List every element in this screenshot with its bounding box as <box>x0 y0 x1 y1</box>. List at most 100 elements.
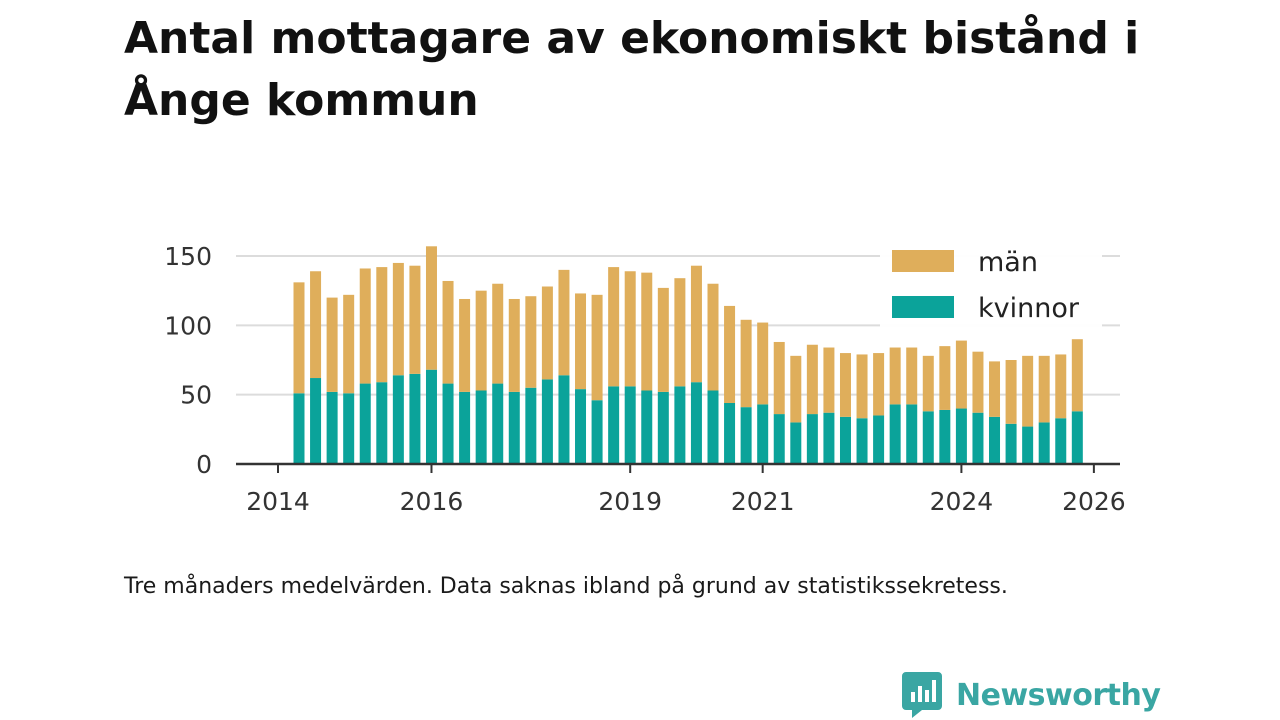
bar-man <box>293 282 305 394</box>
bar-kvinnor <box>409 373 421 464</box>
bar-man <box>740 319 752 408</box>
bar-kvinnor <box>392 375 404 464</box>
bar-kvinnor <box>442 383 454 464</box>
bars <box>293 246 1083 464</box>
bar-man <box>856 354 868 419</box>
bar-man <box>425 246 437 370</box>
y-tick-label: 150 <box>164 242 212 271</box>
bar-man <box>359 268 371 384</box>
legend-swatch-kvinnor <box>892 296 954 318</box>
bar-man <box>922 355 934 412</box>
legend-label-man: män <box>978 247 1038 278</box>
bar-man <box>906 347 918 405</box>
bar-man <box>558 269 570 376</box>
bar-kvinnor <box>575 389 587 464</box>
bar-man <box>343 294 355 394</box>
bar-man <box>459 298 471 392</box>
bar-man <box>757 322 769 405</box>
bar-man <box>690 265 702 383</box>
bar-man <box>972 351 984 413</box>
bar-man <box>310 271 322 379</box>
bar-man <box>674 278 686 387</box>
y-tick-label: 50 <box>180 381 212 410</box>
bar-man <box>955 340 967 409</box>
legend: män kvinnor <box>880 238 1102 330</box>
bar-kvinnor <box>1022 426 1034 464</box>
bar-man <box>508 298 520 392</box>
bar-kvinnor <box>839 416 851 464</box>
bar-man <box>1005 360 1017 424</box>
bar-kvinnor <box>608 386 620 464</box>
bar-man <box>326 297 338 392</box>
bar-kvinnor <box>873 415 885 464</box>
bar-man <box>624 271 636 387</box>
bar-man <box>409 265 421 374</box>
bar-kvinnor <box>541 379 553 464</box>
bar-kvinnor <box>773 414 785 464</box>
axes: 0 50 100 150 2014 2016 2019 2021 2024 2026 <box>164 242 1125 516</box>
bar-man <box>1071 339 1083 412</box>
bar-kvinnor <box>525 387 537 464</box>
brand-name: Newsworthy <box>956 677 1161 713</box>
bar-man <box>657 287 669 392</box>
bar-man <box>1038 355 1050 423</box>
legend-swatch-man <box>892 250 954 272</box>
y-tick-label: 100 <box>164 311 212 340</box>
bar-kvinnor <box>806 414 818 464</box>
legend-label-kvinnor: kvinnor <box>978 293 1080 324</box>
bar-kvinnor <box>724 402 736 464</box>
bar-kvinnor <box>740 407 752 464</box>
bar-kvinnor <box>906 404 918 464</box>
bar-kvinnor <box>1038 422 1050 464</box>
bar-kvinnor <box>475 390 487 464</box>
bar-kvinnor <box>624 386 636 464</box>
bar-kvinnor <box>757 404 769 464</box>
bar-kvinnor <box>359 383 371 464</box>
bar-man <box>1022 355 1034 427</box>
bar-kvinnor <box>459 391 471 464</box>
bar-man <box>376 267 388 383</box>
bar-kvinnor <box>790 422 802 464</box>
chart-caption: Tre månaders medelvärden. Data saknas ib… <box>124 574 1008 599</box>
y-tick-label: 0 <box>196 450 212 479</box>
bar-man <box>442 280 454 384</box>
bar-man <box>575 293 587 390</box>
x-tick-label: 2026 <box>1062 487 1126 516</box>
bar-man <box>641 272 653 391</box>
bar-kvinnor <box>1005 423 1017 464</box>
bar-kvinnor <box>326 391 338 464</box>
bar-man <box>889 347 901 405</box>
bar-kvinnor <box>1055 418 1067 464</box>
chart-title: Antal mottagare av ekonomiskt bistånd i … <box>124 13 1140 126</box>
bar-kvinnor <box>955 408 967 464</box>
bar-man <box>608 267 620 387</box>
bar-man <box>475 290 487 391</box>
x-tick-label: 2019 <box>598 487 662 516</box>
x-tick-label: 2021 <box>731 487 795 516</box>
bar-kvinnor <box>343 393 355 464</box>
x-tick-label: 2016 <box>400 487 464 516</box>
bar-man <box>1055 354 1067 419</box>
bar-kvinnor <box>989 416 1001 464</box>
bar-man <box>707 283 719 391</box>
bar-kvinnor <box>972 412 984 464</box>
bar-kvinnor <box>674 386 686 464</box>
bar-man <box>939 346 951 410</box>
x-tick-label: 2014 <box>246 487 310 516</box>
x-tick-label: 2024 <box>930 487 994 516</box>
bar-kvinnor <box>856 418 868 464</box>
bar-man <box>773 341 785 415</box>
brand-logo: Newsworthy <box>902 670 1161 720</box>
bar-man <box>525 296 537 388</box>
bar-man <box>392 262 404 376</box>
bar-chart: 0 50 100 150 2014 2016 2019 2021 2024 2026 män kvi… <box>164 238 1126 516</box>
bar-man <box>873 353 885 416</box>
bar-man <box>989 361 1001 417</box>
bar-man <box>790 355 802 423</box>
bar-man <box>724 305 736 403</box>
bar-kvinnor <box>591 400 603 464</box>
bar-kvinnor <box>425 369 437 464</box>
bar-man <box>541 286 553 380</box>
bar-kvinnor <box>492 383 504 464</box>
bar-kvinnor <box>641 390 653 464</box>
